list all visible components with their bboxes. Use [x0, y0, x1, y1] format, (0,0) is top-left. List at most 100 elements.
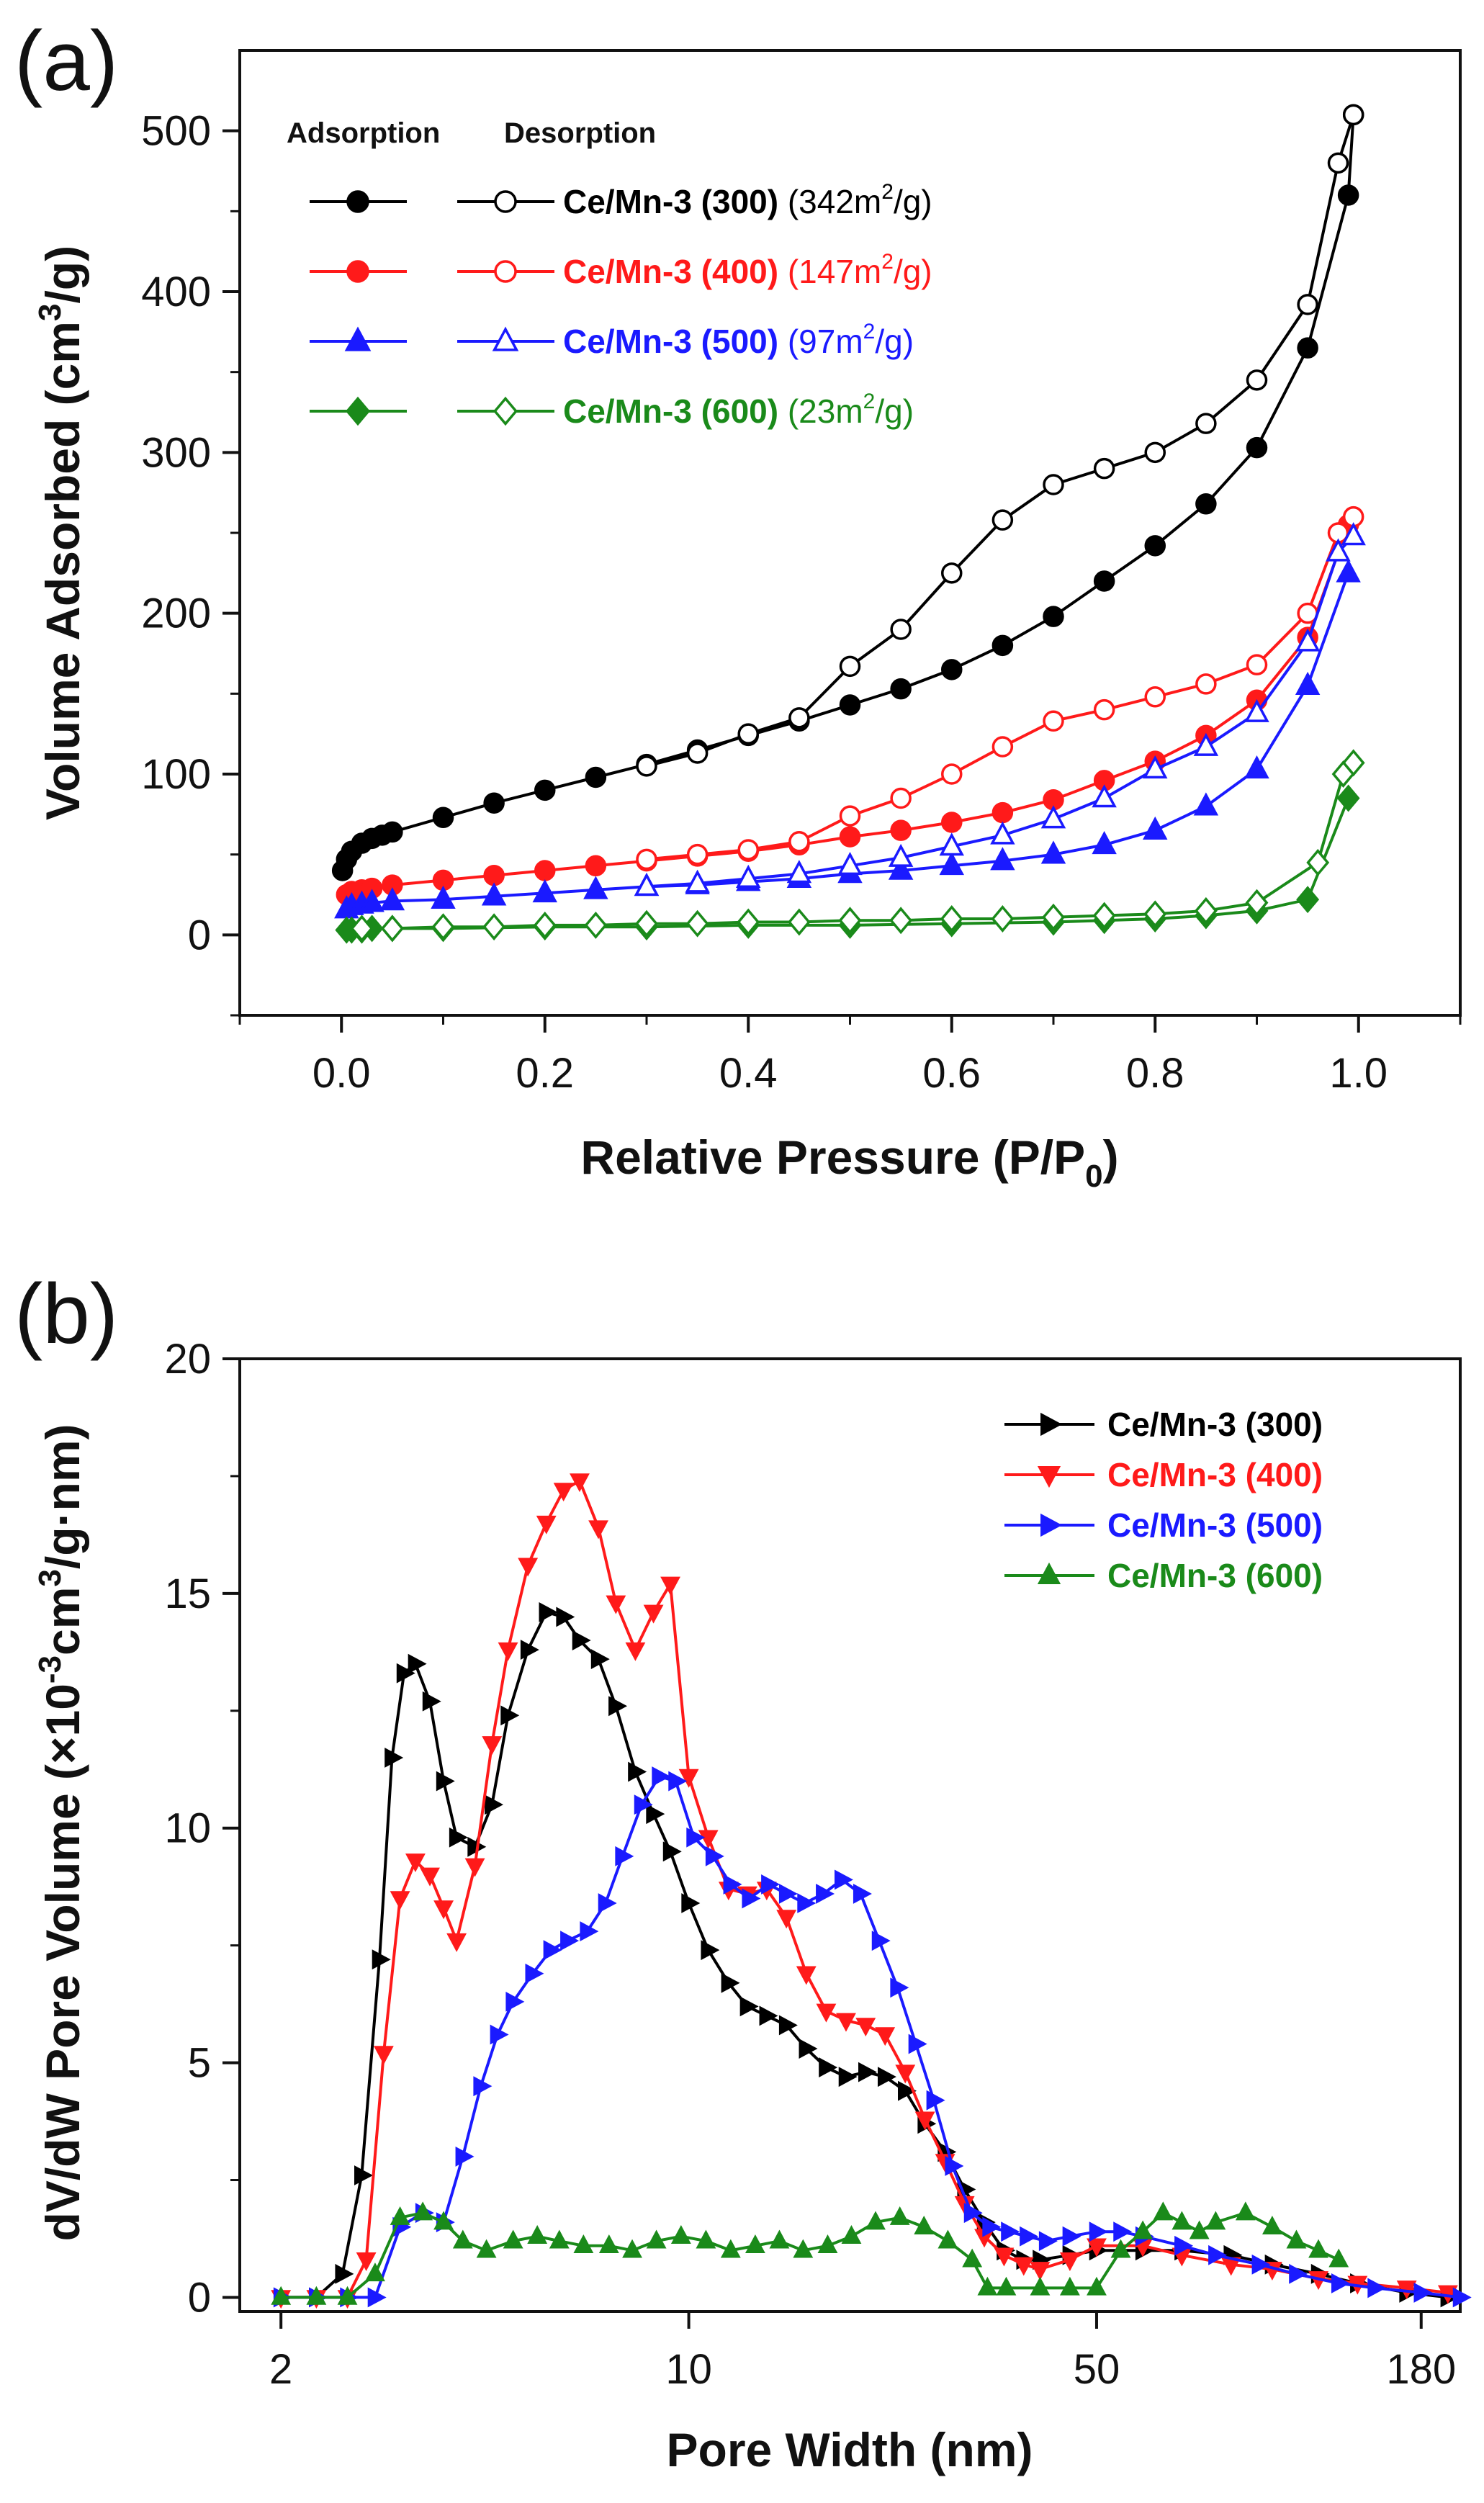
data-point [1413, 2283, 1433, 2303]
data-point [1038, 2231, 1058, 2252]
data-point [721, 1972, 740, 1993]
data-point [1089, 2221, 1108, 2242]
series-line [646, 535, 1355, 889]
data-point [1336, 559, 1361, 583]
data-point [590, 1649, 610, 1670]
legend-label: Ce/Mn-3 (400) (147m2/g) [563, 250, 932, 290]
data-point [761, 1874, 781, 1895]
data-point [696, 2229, 716, 2249]
data-point [584, 911, 608, 939]
y-tick-label: 500 [141, 108, 211, 155]
data-point [837, 851, 863, 876]
data-point [1043, 606, 1064, 627]
data-point [390, 1891, 410, 1910]
data-point [380, 915, 404, 943]
data-point [1030, 2276, 1051, 2296]
data-point [686, 843, 709, 866]
y-tick-label: 0 [188, 912, 211, 958]
legend-label: Ce/Mn-3 (600) (23m2/g) [563, 390, 914, 430]
panel-b-plot-frame [238, 1357, 1462, 2313]
series-line [646, 516, 1355, 861]
data-point [527, 2225, 548, 2244]
data-point [841, 2225, 862, 2244]
data-point [1059, 2252, 1080, 2272]
panel-a-x-axis-label: Relative Pressure (P/P0) [580, 1131, 1118, 1194]
data-point [788, 831, 810, 853]
data-point [646, 1804, 665, 1825]
data-point [433, 1900, 454, 1920]
series-ce-mn-3-300- [273, 1602, 1460, 2308]
data-point [678, 1769, 699, 1788]
data-point [720, 2239, 741, 2258]
data-point [1001, 2221, 1020, 2242]
data-point [991, 736, 1014, 758]
data-point [890, 787, 912, 809]
data-point [888, 856, 914, 880]
data-point [431, 885, 456, 909]
data-point [982, 2216, 1002, 2237]
data-point [836, 2013, 856, 2032]
data-point [871, 1931, 891, 1951]
data-point [1144, 686, 1166, 708]
panel-a-x-ticks: 0.0 0.2 0.4 0.6 0.8 1.0 [238, 1015, 1462, 1097]
y-tick-label: 15 [164, 1570, 211, 1617]
data-point [962, 2248, 983, 2268]
data-point [786, 860, 812, 884]
data-point [1331, 2273, 1350, 2293]
legend-marker-desorption [492, 326, 519, 351]
data-point [890, 1977, 909, 1998]
data-point [1013, 2257, 1034, 2276]
data-point [503, 2229, 523, 2249]
data-point [335, 2263, 354, 2284]
data-point [464, 1858, 485, 1877]
data-point [939, 832, 964, 856]
data-point [662, 1841, 682, 1862]
data-point [1342, 104, 1364, 126]
panel-b-legend: Ce/Mn-3 (300) Ce/Mn-3 (400) Ce/Mn-3 (500) C… [1004, 1406, 1323, 1594]
data-point [945, 2156, 964, 2176]
series-line [341, 114, 1355, 871]
data-point [914, 2215, 935, 2234]
data-point [572, 1630, 591, 1650]
data-point [745, 2234, 765, 2254]
data-point [991, 509, 1014, 531]
data-point [505, 1991, 525, 2012]
data-point [359, 889, 385, 912]
data-point [606, 1595, 626, 1614]
x-tick-label: 50 [1074, 2346, 1120, 2393]
series-line [646, 114, 1355, 768]
data-point [573, 2234, 594, 2254]
data-point [686, 742, 709, 764]
series-line [361, 762, 1355, 930]
data-point [817, 2234, 838, 2254]
data-point [963, 2203, 983, 2224]
data-point [379, 887, 405, 911]
data-point [895, 2064, 916, 2084]
data-point [660, 1576, 680, 1596]
data-point [1144, 441, 1166, 464]
data-point [890, 819, 912, 841]
panel-a-series [331, 104, 1366, 944]
data-point [1040, 805, 1066, 829]
legend-entry: Ce/Mn-3 (600) (23m2/g) [310, 390, 914, 430]
data-point [583, 876, 608, 899]
y-tick-label: 5 [188, 2040, 211, 2087]
y-tick-label: 10 [164, 1805, 211, 1852]
legend-header-desorption: Desorption [504, 117, 656, 149]
data-point [1143, 816, 1168, 840]
data-point [788, 707, 810, 729]
data-point [1195, 493, 1217, 515]
data-point [534, 779, 556, 801]
data-point [898, 2080, 917, 2101]
data-point [628, 1761, 647, 1782]
legend-marker-desorption [494, 260, 517, 283]
data-point [1093, 457, 1115, 480]
data-point [739, 1996, 759, 2017]
legend-label: Ce/Mn-3 (500) (97m2/g) [563, 320, 914, 360]
x-tick-label: 2 [269, 2346, 292, 2393]
data-point [769, 2229, 790, 2249]
y-tick-label: 200 [141, 590, 211, 637]
panel-b-pore-distribution-chart: (b) 0 5 10 15 20 2 10 50 180 dV/dW Pore Volume … [14, 1267, 1472, 2476]
x-tick-label: 0.0 [312, 1050, 371, 1097]
data-point [405, 1853, 426, 1873]
